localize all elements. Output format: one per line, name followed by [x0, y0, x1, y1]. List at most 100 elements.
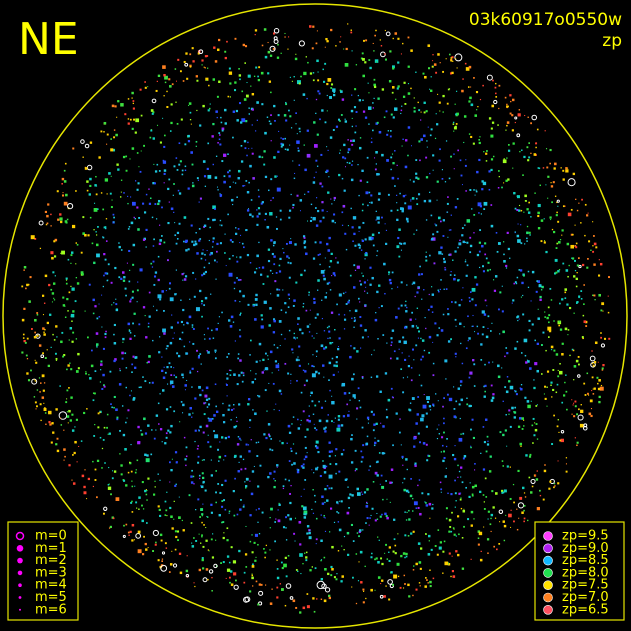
star: [519, 442, 523, 446]
star: [400, 304, 403, 307]
star: [234, 81, 237, 84]
legend-symbol: [543, 555, 553, 566]
star: [402, 552, 406, 555]
star: [285, 242, 288, 245]
star: [144, 542, 147, 546]
star: [153, 283, 156, 286]
star: [521, 428, 524, 430]
star: [422, 72, 425, 75]
star: [498, 542, 501, 545]
star: [261, 318, 264, 321]
star: [102, 439, 105, 441]
star: [275, 518, 277, 520]
star: [565, 167, 568, 170]
star: [38, 377, 41, 379]
star: [82, 216, 85, 219]
legend-label: m=4: [35, 578, 67, 593]
star: [247, 403, 250, 406]
star: [431, 293, 435, 296]
star: [400, 112, 402, 115]
star: [576, 441, 579, 444]
star: [84, 233, 87, 237]
star: [574, 245, 577, 247]
star: [211, 246, 214, 248]
star: [128, 280, 131, 283]
star: [396, 87, 399, 90]
star: [26, 372, 29, 375]
star: [80, 440, 83, 442]
star: [190, 475, 193, 478]
star: [508, 380, 511, 383]
star: [287, 293, 290, 296]
star: [547, 306, 550, 309]
star: [202, 249, 204, 251]
star: [326, 82, 329, 86]
star: [272, 272, 274, 275]
star: [491, 104, 495, 108]
star: [550, 345, 554, 349]
star: [362, 110, 366, 113]
star: [332, 93, 336, 97]
star: [324, 62, 327, 65]
star: [301, 505, 304, 508]
star: [314, 241, 317, 244]
star: [425, 577, 427, 579]
star: [219, 219, 222, 222]
star: [371, 507, 374, 510]
star: [342, 415, 346, 418]
star: [262, 283, 265, 285]
star: [499, 521, 501, 523]
star: [76, 282, 80, 285]
star: [101, 467, 103, 469]
star: [201, 64, 203, 66]
star: [333, 364, 336, 367]
star: [567, 167, 569, 169]
star: [71, 429, 75, 432]
star: [473, 363, 476, 366]
star: [178, 163, 181, 166]
star: [72, 482, 76, 485]
star: [147, 360, 150, 364]
star: [309, 569, 312, 572]
star: [365, 522, 367, 524]
star: [321, 495, 324, 498]
star: [239, 102, 242, 105]
star: [187, 134, 190, 138]
star: [347, 139, 349, 141]
star: [203, 413, 206, 416]
star: [458, 437, 463, 442]
star: [161, 235, 163, 237]
star: [343, 143, 346, 147]
star: [108, 483, 110, 485]
star: [178, 496, 180, 498]
star: [362, 203, 364, 206]
star: [506, 103, 508, 106]
star: [311, 566, 313, 568]
star: [267, 41, 269, 44]
star: [352, 576, 354, 579]
star: [107, 486, 112, 490]
star: [395, 316, 398, 319]
star: [224, 50, 227, 53]
star: [373, 50, 375, 52]
star: [220, 121, 223, 124]
star: [572, 172, 576, 176]
star: [481, 244, 484, 248]
star: [276, 227, 278, 230]
star: [148, 188, 150, 190]
star: [140, 114, 143, 117]
star: [583, 284, 585, 286]
star: [514, 121, 516, 124]
star: [566, 242, 570, 246]
star: [67, 203, 74, 210]
star: [512, 142, 515, 145]
star: [557, 205, 559, 207]
star: [329, 260, 333, 263]
star: [504, 96, 507, 99]
star: [361, 52, 364, 55]
star: [216, 116, 218, 119]
star: [330, 507, 333, 510]
star: [237, 228, 240, 230]
star: [280, 561, 283, 564]
star: [328, 474, 333, 479]
